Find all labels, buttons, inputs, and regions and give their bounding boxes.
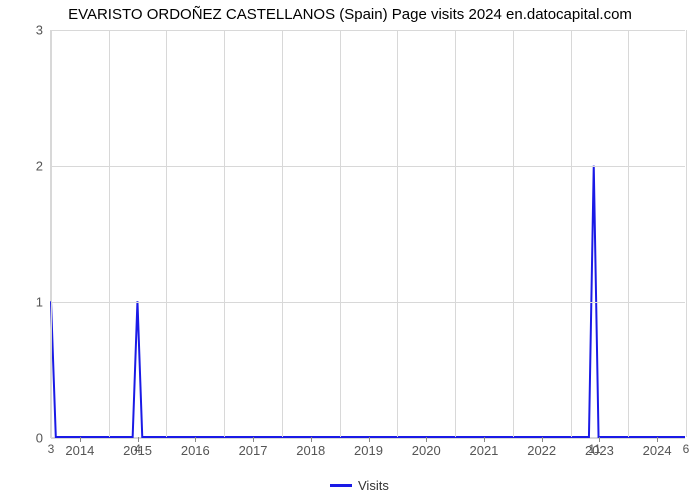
grid-line-v bbox=[166, 30, 167, 437]
grid-line-v bbox=[686, 30, 687, 437]
y-tick-label: 2 bbox=[36, 159, 51, 174]
legend-swatch bbox=[330, 484, 352, 487]
grid-line-h bbox=[51, 166, 685, 167]
grid-line-v bbox=[628, 30, 629, 437]
x-tick-label: 2014 bbox=[65, 437, 94, 458]
y-tick-label: 1 bbox=[36, 295, 51, 310]
grid-line-v bbox=[282, 30, 283, 437]
grid-line-v bbox=[340, 30, 341, 437]
chart-title: EVARISTO ORDOÑEZ CASTELLANOS (Spain) Pag… bbox=[0, 6, 700, 23]
grid-line-v bbox=[109, 30, 110, 437]
x-tick-label: 2016 bbox=[181, 437, 210, 458]
x-tick-label: 2022 bbox=[527, 437, 556, 458]
plot-area: 0123201420152016201720182019202020212022… bbox=[50, 30, 685, 438]
grid-line-h bbox=[51, 302, 685, 303]
grid-line-v bbox=[455, 30, 456, 437]
x-tick-label: 2017 bbox=[239, 437, 268, 458]
grid-line-v bbox=[571, 30, 572, 437]
point-label: 4 bbox=[134, 442, 141, 456]
legend-label: Visits bbox=[358, 478, 389, 493]
grid-line-v bbox=[51, 30, 52, 437]
y-tick-label: 3 bbox=[36, 23, 51, 38]
plot-svg bbox=[51, 30, 685, 437]
grid-line-v bbox=[513, 30, 514, 437]
x-tick-label: 2021 bbox=[469, 437, 498, 458]
point-label: 3 bbox=[48, 442, 55, 456]
grid-line-h bbox=[51, 30, 685, 31]
x-tick-label: 2024 bbox=[643, 437, 672, 458]
point-label: 11 bbox=[588, 442, 600, 456]
x-tick-label: 2020 bbox=[412, 437, 441, 458]
grid-line-v bbox=[397, 30, 398, 437]
grid-line-v bbox=[224, 30, 225, 437]
x-tick-label: 2018 bbox=[296, 437, 325, 458]
chart-container: EVARISTO ORDOÑEZ CASTELLANOS (Spain) Pag… bbox=[0, 0, 700, 500]
point-label: 6 bbox=[683, 442, 690, 456]
legend: Visits bbox=[330, 478, 389, 493]
x-tick-label: 2019 bbox=[354, 437, 383, 458]
